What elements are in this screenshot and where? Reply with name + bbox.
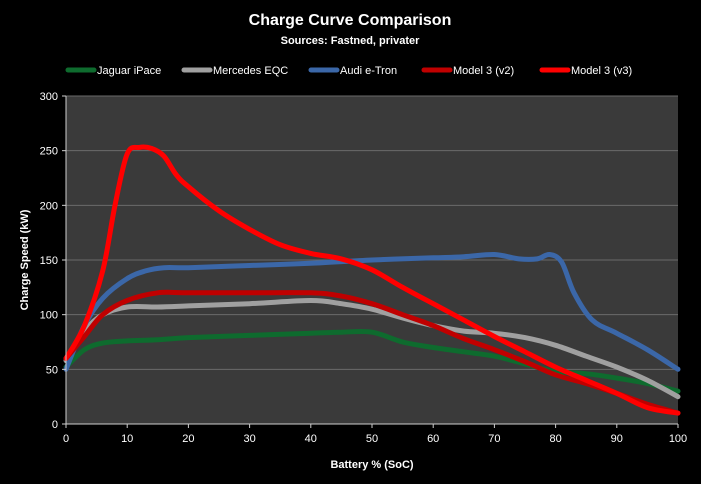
x-tick-label: 0 xyxy=(63,433,69,445)
legend-label: Model 3 (v2) xyxy=(453,65,514,77)
legend-label: Model 3 (v3) xyxy=(571,65,632,77)
x-tick-label: 70 xyxy=(488,433,500,445)
legend-item-3: Audi e-Tron xyxy=(308,65,397,77)
x-tick-label: 90 xyxy=(611,433,623,445)
axes: 0 50 100 150 200 250 300 0 10 20 30 40 50 60 70 80 90 100 xyxy=(40,91,688,445)
x-tick-label: 50 xyxy=(366,433,378,445)
x-tick-label: 10 xyxy=(121,433,133,445)
series-line-4 xyxy=(63,289,681,416)
y-tick-label: 100 xyxy=(40,310,58,322)
chart-subtitle: Sources: Fastned, privater xyxy=(281,35,420,47)
legend-item-1: Jaguar iPace xyxy=(65,65,161,77)
legend-label: Audi e-Tron xyxy=(340,65,397,77)
gridlines xyxy=(66,95,678,370)
y-tick-label: 150 xyxy=(40,255,58,267)
series-line-5 xyxy=(63,144,681,416)
legend-item-4: Model 3 (v2) xyxy=(421,65,514,77)
legend-label: Mercedes EQC xyxy=(213,65,288,77)
x-axis-label: Battery % (SoC) xyxy=(330,459,413,471)
chart-title: Charge Curve Comparison xyxy=(249,12,452,29)
x-tick-label: 100 xyxy=(669,433,687,445)
y-axis-label: Charge Speed (kW) xyxy=(19,209,31,310)
series-layer xyxy=(63,144,681,416)
y-tick-label: 300 xyxy=(40,91,58,103)
y-tick-label: 50 xyxy=(46,364,58,376)
y-tick-label: 200 xyxy=(40,200,58,212)
y-tick-label: 0 xyxy=(52,419,58,431)
x-tick-label: 80 xyxy=(549,433,561,445)
x-tick-label: 30 xyxy=(243,433,255,445)
legend-item-2: Mercedes EQC xyxy=(181,65,288,77)
x-tick-label: 20 xyxy=(182,433,194,445)
y-tick-label: 250 xyxy=(40,146,58,158)
series-line-1 xyxy=(63,328,681,394)
series-line-3 xyxy=(63,251,681,372)
series-line-2 xyxy=(63,298,681,400)
chart-legend: Jaguar iPace Mercedes EQC Audi e-Tron Model… xyxy=(65,65,632,77)
x-tick-label: 40 xyxy=(305,433,317,445)
x-tick-label: 60 xyxy=(427,433,439,445)
legend-label: Jaguar iPace xyxy=(97,65,161,77)
legend-item-5: Model 3 (v3) xyxy=(539,65,632,77)
